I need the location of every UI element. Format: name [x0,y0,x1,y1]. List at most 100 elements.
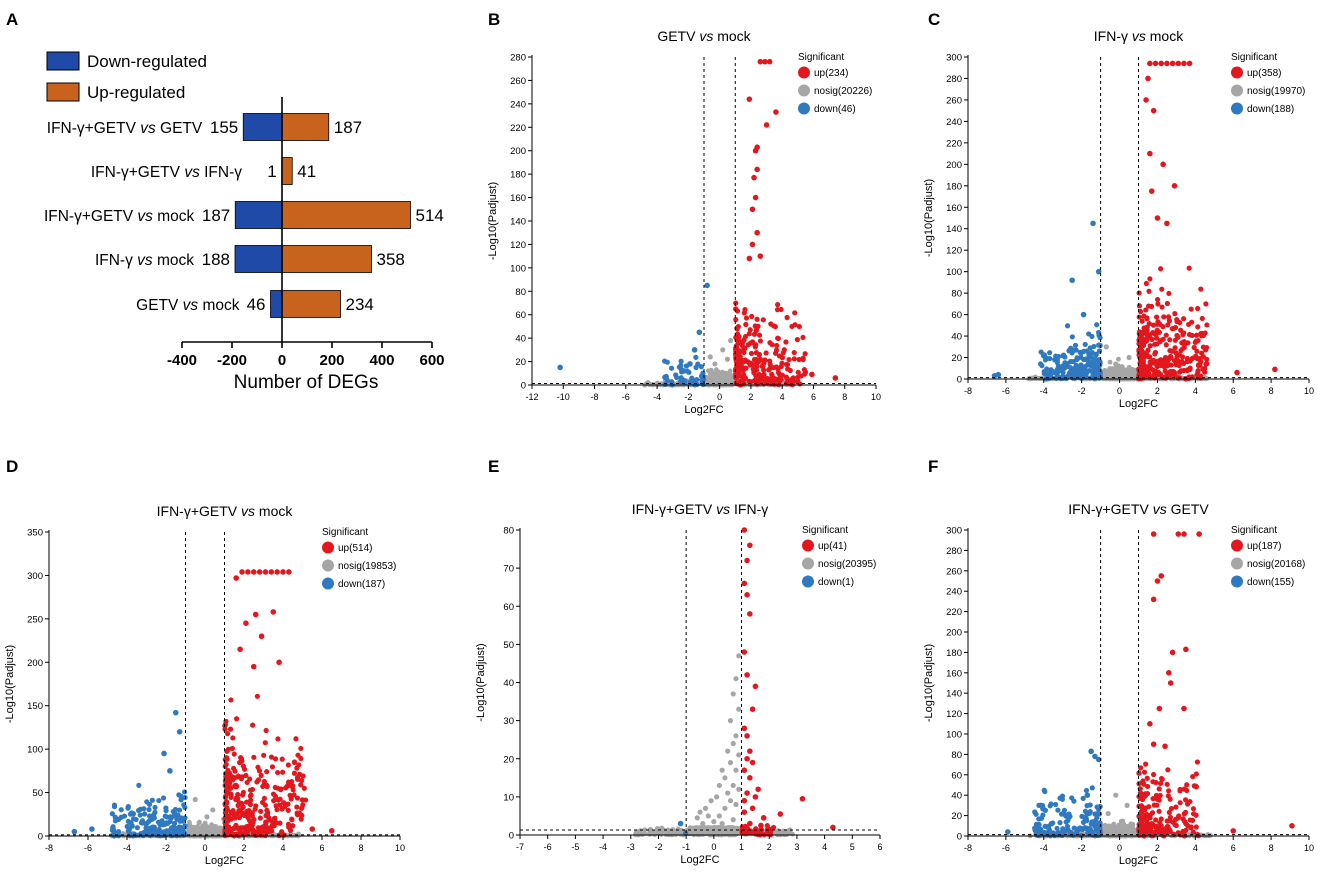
y-tick-label-e-4: 40 [503,678,514,689]
down-point [1041,368,1047,375]
up-point [1147,359,1153,365]
down-point [167,768,173,774]
up-point [295,752,301,758]
up-point [741,580,748,587]
down-point [677,820,684,827]
up-point [264,807,270,813]
down-point [111,802,118,808]
up-point [775,335,781,342]
up-point [1181,60,1187,67]
up-point [794,337,800,343]
y-tick-label-c-6: 120 [946,246,962,257]
x-tick-label-b-7: 2 [748,392,753,402]
nosig-point [1126,354,1132,361]
up-point [258,808,264,815]
up-point [252,611,259,618]
up-point [747,611,753,617]
legend-swatch-up [46,82,80,102]
up-point [1147,343,1153,349]
up-point [1147,150,1153,157]
up-point [266,817,272,823]
category-label-2: IFN-γ+GETV vs mock [44,208,195,225]
x-axis-label-c: Log2FC [1119,398,1158,410]
legend-label-d-0: up(514) [338,543,372,554]
up-point [235,802,241,809]
up-point [1194,348,1200,354]
down-point [182,823,188,829]
up-point [232,768,238,774]
data-label-up-2: 514 [416,206,444,225]
up-point [233,716,240,722]
up-point [800,334,806,341]
up-point [252,806,258,812]
x-tick-label-b-8: 4 [780,392,785,402]
down-point [1052,356,1058,363]
up-point [755,786,761,793]
up-point [1204,356,1210,362]
up-point [1163,342,1169,348]
down-point [145,828,151,834]
up-point [752,194,759,201]
up-point [1154,358,1160,364]
up-point [245,569,251,575]
x-tick-label-d-8: 8 [358,843,363,853]
x-tick-label-c-8: 8 [1269,386,1274,396]
up-point [1182,818,1188,825]
down-point [1077,349,1083,356]
up-point [737,378,744,384]
up-point [296,762,302,768]
down-point [171,820,178,826]
up-point [300,773,306,779]
up-point [786,356,792,363]
up-point [744,755,750,762]
down-point [1090,220,1096,227]
nosig-point [637,828,643,834]
up-point [1201,367,1207,373]
up-point [741,344,747,351]
y-tick-label-c-0: 0 [957,375,962,386]
x-tick-label-b-0: -12 [525,392,538,402]
down-point [673,374,680,381]
up-point [1172,337,1178,343]
up-point [277,796,283,802]
up-point [243,772,249,779]
plot-title-c: IFN-γ vs mock [1094,28,1184,44]
down-point [1097,360,1103,366]
up-point [769,371,775,377]
legend-label-up: Up-regulated [87,83,185,102]
nosig-point [1103,831,1109,837]
points-b [557,58,839,388]
nosig-point [1126,367,1132,372]
up-point [1136,314,1142,320]
up-point [1272,366,1278,373]
nosig-point [727,337,734,344]
up-point [743,321,749,328]
x-tick-label-e-12: 5 [850,842,855,852]
down-point [682,380,688,386]
up-point [294,804,300,810]
up-point [763,350,769,356]
down-point [164,814,170,820]
up-point [269,828,275,834]
up-point [749,241,756,248]
legend-dot-d-0 [322,541,334,554]
up-point [1172,311,1178,317]
up-point [1154,215,1161,221]
legend-dot-c-2 [1231,102,1243,115]
nosig-point [1113,361,1119,367]
up-point [241,766,248,772]
up-point [1193,771,1199,777]
legend-dot-b-2 [798,102,810,115]
up-point [741,767,748,773]
up-point [1154,314,1160,320]
up-point [756,332,763,338]
y-axis-label-d: -Log10(Padjust) [4,645,16,723]
nosig-point [727,826,732,832]
y-tick-label-d-1: 50 [32,788,43,799]
up-point [228,791,234,797]
up-point [1165,767,1171,773]
y-tick-label-c-2: 40 [951,332,962,343]
